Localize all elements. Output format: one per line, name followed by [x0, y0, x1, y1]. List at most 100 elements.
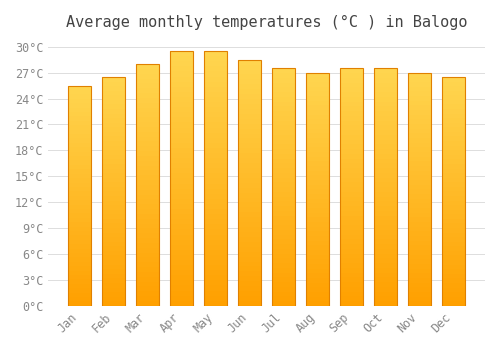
Bar — [238, 252, 261, 257]
Bar — [68, 187, 92, 191]
Bar — [272, 296, 295, 301]
Bar — [204, 290, 228, 296]
Bar — [102, 164, 126, 169]
Bar — [68, 165, 92, 169]
Bar — [272, 263, 295, 268]
Bar — [238, 163, 261, 168]
Bar — [136, 166, 160, 170]
Bar — [374, 287, 397, 292]
Bar — [170, 265, 194, 270]
Bar — [408, 268, 431, 273]
Bar — [170, 127, 194, 133]
Bar — [408, 292, 431, 296]
Bar — [408, 208, 431, 212]
Bar — [204, 245, 228, 250]
Bar — [102, 77, 126, 306]
Bar — [204, 51, 228, 306]
Bar — [238, 119, 261, 124]
Bar — [374, 173, 397, 177]
Bar — [102, 141, 126, 146]
Bar — [306, 278, 329, 282]
Bar — [68, 174, 92, 178]
Bar — [408, 170, 431, 175]
Bar — [68, 108, 92, 112]
Bar — [306, 73, 329, 306]
Bar — [136, 64, 160, 306]
Bar — [170, 199, 194, 204]
Bar — [272, 268, 295, 273]
Bar — [102, 228, 126, 233]
Bar — [102, 82, 126, 86]
Bar — [442, 164, 465, 169]
Bar — [442, 155, 465, 159]
Bar — [306, 129, 329, 133]
Bar — [170, 255, 194, 260]
Bar — [272, 130, 295, 135]
Bar — [136, 258, 160, 262]
Bar — [340, 292, 363, 296]
Bar — [170, 224, 194, 229]
Bar — [408, 87, 431, 91]
Bar — [306, 259, 329, 264]
Bar — [68, 178, 92, 182]
Bar — [442, 228, 465, 233]
Bar — [340, 163, 363, 168]
Bar — [408, 245, 431, 250]
Bar — [102, 233, 126, 237]
Bar — [340, 225, 363, 230]
Bar — [306, 175, 329, 180]
Bar — [238, 60, 261, 306]
Bar — [68, 235, 92, 240]
Bar — [204, 173, 228, 178]
Bar — [68, 271, 92, 275]
Bar — [340, 230, 363, 235]
Bar — [204, 102, 228, 107]
Bar — [442, 265, 465, 269]
Bar — [340, 254, 363, 258]
Bar — [340, 234, 363, 239]
Bar — [102, 95, 126, 100]
Bar — [442, 104, 465, 109]
Bar — [68, 226, 92, 231]
Bar — [374, 140, 397, 144]
Bar — [272, 125, 295, 130]
Bar — [136, 248, 160, 253]
Bar — [204, 178, 228, 183]
Bar — [442, 182, 465, 187]
Bar — [306, 170, 329, 175]
Bar — [374, 234, 397, 239]
Bar — [408, 273, 431, 278]
Bar — [442, 100, 465, 104]
Bar — [374, 135, 397, 140]
Bar — [102, 246, 126, 251]
Bar — [170, 270, 194, 275]
Bar — [102, 109, 126, 114]
Bar — [272, 206, 295, 211]
Bar — [136, 243, 160, 248]
Bar — [374, 163, 397, 168]
Bar — [340, 78, 363, 83]
Bar — [272, 249, 295, 254]
Bar — [68, 284, 92, 288]
Bar — [272, 144, 295, 149]
Bar — [272, 287, 295, 292]
Bar — [238, 247, 261, 252]
Bar — [306, 203, 329, 208]
Bar — [68, 293, 92, 297]
Bar — [374, 102, 397, 106]
Bar — [170, 51, 194, 306]
Bar — [272, 216, 295, 220]
Bar — [102, 237, 126, 242]
Bar — [408, 101, 431, 105]
Bar — [68, 147, 92, 152]
Bar — [238, 183, 261, 188]
Bar — [238, 197, 261, 202]
Bar — [204, 189, 228, 194]
Bar — [306, 96, 329, 101]
Bar — [306, 166, 329, 170]
Bar — [272, 140, 295, 144]
Bar — [408, 129, 431, 133]
Bar — [68, 275, 92, 279]
Bar — [102, 297, 126, 301]
Bar — [442, 136, 465, 141]
